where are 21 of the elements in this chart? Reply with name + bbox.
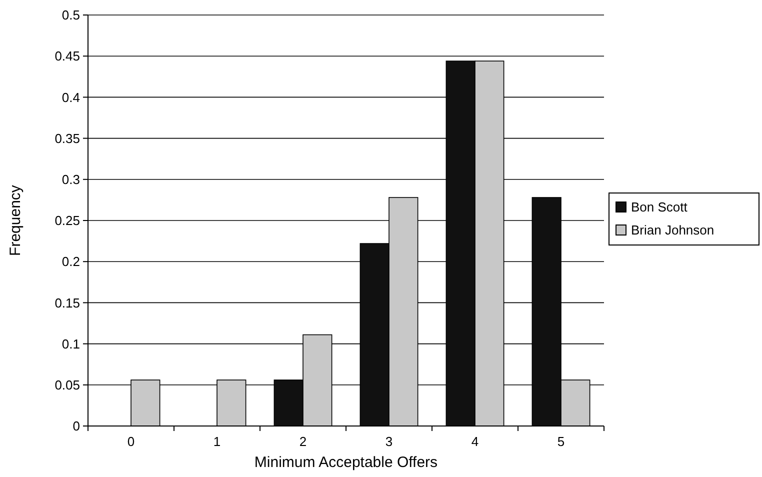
y-tick-label: 0.4 <box>62 90 80 105</box>
y-tick-label: 0.15 <box>54 295 80 310</box>
y-tick-label: 0.05 <box>54 377 80 392</box>
y-tick-label: 0.3 <box>62 172 80 187</box>
x-axis-title: Minimum Acceptable Offers <box>254 454 438 471</box>
y-tick-label: 0.45 <box>54 48 80 64</box>
x-tick-label: 4 <box>471 434 479 449</box>
y-axis-title: Frequency <box>7 184 24 256</box>
x-tick-label: 5 <box>557 434 565 449</box>
y-tick-label: 0.1 <box>62 336 80 352</box>
y-tick-label: 0.2 <box>62 254 80 270</box>
y-tick-label: 0.25 <box>54 213 80 228</box>
y-tick-label: 0.5 <box>62 8 80 23</box>
x-tick-label: 2 <box>299 434 307 449</box>
x-tick-label: 0 <box>127 434 135 449</box>
x-tick-label: 3 <box>385 434 393 449</box>
y-tick-label: 0 <box>72 418 80 434</box>
y-tick-label: 0.35 <box>54 130 80 146</box>
legend-label: Brian Johnson <box>631 222 714 238</box>
legend-label: Bon Scott <box>631 200 688 215</box>
x-tick-label: 1 <box>213 434 221 449</box>
